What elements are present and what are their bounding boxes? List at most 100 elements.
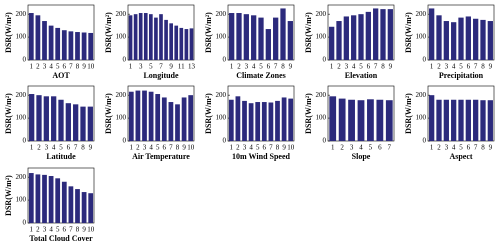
x-tick-label: 2 [136, 144, 140, 152]
bar [48, 176, 54, 223]
bar [436, 99, 442, 141]
bar [175, 104, 180, 141]
x-tick-label: 7 [474, 63, 478, 71]
x-tick-label: 6 [163, 144, 167, 152]
x-tick-label: 7 [269, 144, 273, 152]
axes-frame [227, 85, 295, 142]
x-tick-label: 9 [282, 144, 286, 152]
bar [142, 90, 147, 141]
bar [480, 100, 486, 141]
bar [29, 94, 35, 141]
x-tick-label: 6 [263, 144, 267, 152]
x-tick-label: 5 [369, 144, 373, 152]
bar [154, 17, 158, 61]
x-tick-label: 5 [59, 144, 63, 152]
bar [465, 16, 471, 60]
y-tick-label: 200 [416, 91, 427, 99]
bar [451, 99, 457, 141]
x-tick-label: 10 [87, 226, 95, 234]
x-tick-label: 3 [245, 63, 249, 71]
x-tick-label: 6 [67, 144, 71, 152]
bar [380, 9, 386, 60]
x-tick-label: 5 [56, 63, 60, 71]
bar [159, 14, 163, 60]
x-axis-label: Slope [352, 152, 371, 161]
bar [43, 96, 49, 141]
bar [81, 32, 87, 60]
bar [336, 21, 342, 61]
bar [229, 13, 235, 61]
x-tick-label: 6 [467, 144, 471, 152]
bar [228, 99, 234, 141]
y-tick-label: 100 [116, 114, 127, 122]
bar [287, 21, 293, 61]
bar [36, 95, 42, 141]
x-tick-label: 9 [89, 144, 93, 152]
y-tick-label: 200 [316, 10, 327, 18]
x-tick-label: 4 [359, 144, 363, 152]
x-tick-label: 6 [267, 63, 271, 71]
y-tick-label: 200 [16, 173, 27, 181]
y-tick-label: 200 [216, 10, 227, 18]
bar [168, 102, 174, 141]
x-tick-label: 10 [287, 144, 295, 152]
bar [161, 97, 167, 141]
bar [343, 16, 349, 60]
x-tick-label: 2 [237, 63, 241, 71]
bar [281, 97, 287, 141]
x-tick-label: 5 [259, 63, 263, 71]
bar [179, 27, 184, 61]
x-tick-label: 6 [467, 63, 471, 71]
bar [133, 14, 138, 60]
bar [55, 27, 61, 61]
bar [251, 15, 257, 60]
x-tick-label: 3 [43, 63, 47, 71]
x-tick-label: 8 [481, 63, 485, 71]
x-tick-label: 2 [437, 144, 441, 152]
bar [35, 174, 41, 223]
bar [429, 95, 435, 141]
x-tick-label: 9 [82, 226, 86, 234]
bar [429, 8, 435, 60]
x-tick-label: 4 [49, 63, 53, 71]
y-tick-label: 200 [316, 91, 327, 99]
x-tick-label: 5 [156, 144, 160, 152]
bar [443, 21, 449, 61]
x-tick-label: 6 [63, 226, 67, 234]
x-tick-label: 7 [159, 63, 163, 71]
bar [61, 181, 67, 223]
x-tick-label: 8 [176, 144, 180, 152]
y-tick-label: 0 [23, 56, 27, 64]
bar [242, 100, 247, 141]
x-tick-label: 2 [437, 63, 441, 71]
x-tick-label: 7 [474, 144, 478, 152]
y-tick-label: 100 [16, 196, 27, 204]
y-tick-label: 0 [323, 137, 327, 145]
x-tick-label: 5 [459, 144, 463, 152]
x-tick-label: 2 [337, 63, 341, 71]
x-tick-label: 2 [36, 226, 40, 234]
x-tick-label: 5 [149, 63, 153, 71]
x-tick-label: 1 [30, 144, 34, 152]
x-tick-label: 3 [139, 63, 143, 71]
x-tick-label: 4 [452, 144, 456, 152]
y-tick-label: 100 [216, 33, 227, 41]
bar [480, 19, 486, 60]
x-tick-label: 9 [389, 63, 393, 71]
x-axis-label: Longitude [143, 71, 179, 80]
x-tick-label: 8 [76, 226, 80, 234]
x-tick-label: 6 [367, 63, 371, 71]
bar [273, 17, 279, 61]
x-tick-label: 1 [129, 63, 133, 71]
y-tick-label: 0 [23, 137, 27, 145]
y-axis-label: DSR(W/m²) [4, 175, 13, 216]
bar [189, 28, 194, 60]
x-axis-label: Elevation [345, 71, 378, 80]
y-tick-label: 200 [16, 10, 27, 18]
bar [473, 99, 479, 141]
y-tick-label: 200 [116, 91, 127, 99]
bar [235, 96, 241, 141]
x-tick-label: 2 [36, 63, 40, 71]
bar [88, 32, 94, 60]
bar [75, 189, 80, 223]
